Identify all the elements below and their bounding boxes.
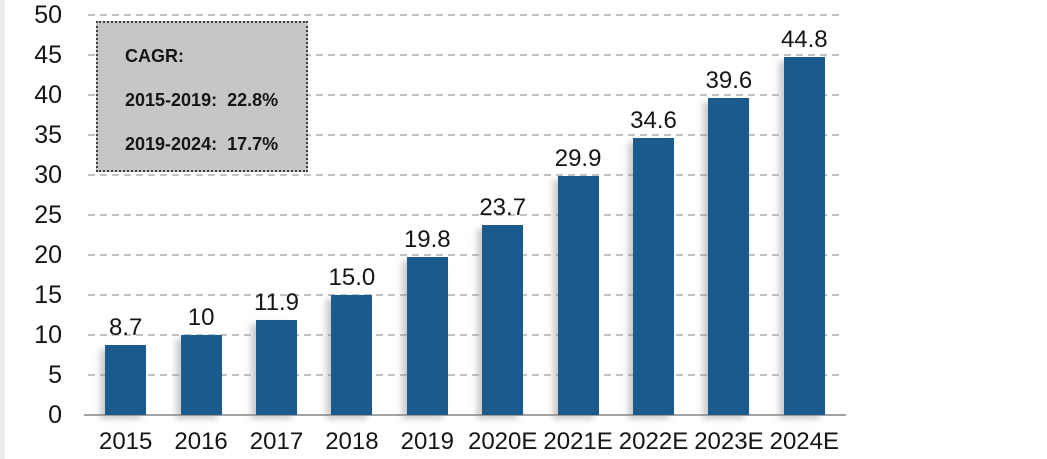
gridline-10 xyxy=(88,334,842,336)
y-axis-tick-5: 5 xyxy=(48,361,62,389)
page-edge-strip xyxy=(0,0,5,459)
bar-2017 xyxy=(256,319,297,415)
bar-value-2021E: 29.9 xyxy=(554,144,602,172)
x-axis-label-2017: 2017 xyxy=(249,428,304,455)
bar-value-2020E: 23.7 xyxy=(479,194,527,222)
bar-2023E xyxy=(708,98,750,415)
gridline-35 xyxy=(88,134,842,136)
cagr-title: CAGR: xyxy=(125,46,184,66)
y-axis-tick-35: 35 xyxy=(34,121,62,149)
bar-2015 xyxy=(105,345,147,415)
bar-value-2015: 8.7 xyxy=(109,314,143,342)
bar-value-2024E: 44.8 xyxy=(780,25,828,53)
cagr-line-2015-2019: 2015-2019: 22.8% xyxy=(125,90,279,110)
y-axis-tick-10: 10 xyxy=(34,321,62,349)
bar-2018 xyxy=(331,295,373,415)
y-axis-tick-15: 15 xyxy=(34,281,62,309)
x-axis-label-2015: 2015 xyxy=(98,428,153,455)
y-axis-tick-50: 50 xyxy=(34,1,62,29)
y-axis-tick-45: 45 xyxy=(34,41,62,69)
x-axis-label-2023E: 2023E xyxy=(694,428,764,455)
bar-value-2023E: 39.6 xyxy=(705,67,753,95)
x-axis-label-2022E: 2022E xyxy=(618,428,689,455)
cagr-line-2019-2024: 2019-2024: 17.7% xyxy=(125,134,279,154)
bar-value-2016: 10 xyxy=(187,304,215,331)
bar-2019 xyxy=(406,256,448,415)
gridline-15 xyxy=(88,294,842,296)
gridline-50 xyxy=(88,14,842,16)
y-axis-tick-30: 30 xyxy=(34,161,62,189)
bar-2020E xyxy=(482,225,524,415)
bar-2021E xyxy=(557,175,599,415)
bar-value-2022E: 34.6 xyxy=(630,107,677,135)
y-axis-tick-25: 25 xyxy=(34,201,62,229)
x-axis-label-2019: 2019 xyxy=(400,428,454,455)
y-axis-tick-20: 20 xyxy=(34,241,62,269)
gridline-25 xyxy=(88,214,842,216)
x-axis-label-2018: 2018 xyxy=(325,428,379,455)
bar-2024E xyxy=(783,56,825,415)
gridline-45 xyxy=(88,54,842,56)
gridline-30 xyxy=(88,174,842,176)
gridline-5 xyxy=(88,374,842,376)
gridline-20 xyxy=(88,254,842,256)
y-axis-tick-40: 40 xyxy=(34,81,62,109)
y-axis-tick-0: 0 xyxy=(48,401,62,429)
x-axis-label-2016: 2016 xyxy=(174,428,228,455)
bar-2016 xyxy=(180,335,222,415)
x-axis-line xyxy=(84,414,846,416)
x-axis-label-2024E: 2024E xyxy=(769,428,839,455)
gridline-40 xyxy=(88,94,842,96)
cagr-annotation-box: CAGR: 2015-2019: 22.8% 2019-2024: 17.7% xyxy=(96,21,308,172)
bar-value-2017: 11.9 xyxy=(254,288,299,316)
x-axis-label-2021E: 2021E xyxy=(543,428,613,455)
bar-value-2019: 19.8 xyxy=(403,225,451,253)
x-axis-label-2020E: 2020E xyxy=(467,428,538,455)
bar-value-2018: 15.0 xyxy=(328,264,376,291)
bar-2022E xyxy=(633,138,674,415)
